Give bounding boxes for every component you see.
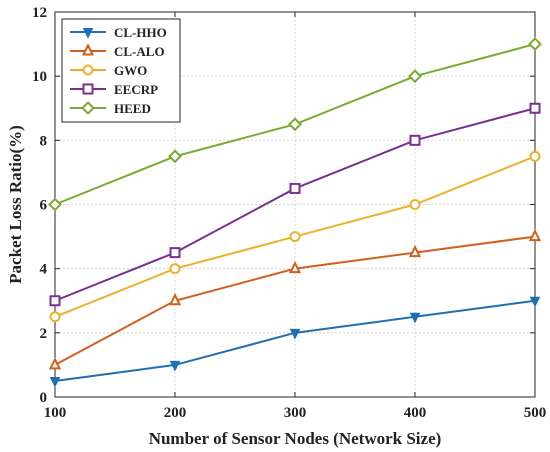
- legend-item-gwo: GWO: [70, 63, 147, 78]
- legend-item-eecrp: EECRP: [70, 82, 158, 97]
- x-axis-label: Number of Sensor Nodes (Network Size): [149, 429, 442, 448]
- legend-marker-heed: [81, 101, 95, 115]
- series-heed: [48, 37, 542, 212]
- series-eecrp: [49, 102, 541, 307]
- series-gwo: [49, 150, 541, 323]
- data-point-gwo: [49, 311, 61, 323]
- legend-marker-eecrp: [82, 83, 94, 95]
- series-cl-alo: [48, 228, 542, 370]
- data-point-cl-hho: [49, 376, 61, 388]
- data-point-cl-hho: [529, 296, 541, 308]
- data-point-heed: [288, 117, 302, 132]
- data-point-cl-alo: [288, 260, 302, 274]
- x-tick-label: 300: [284, 405, 307, 421]
- legend: CL-HHO CL-ALO GWO EECRP HEED: [61, 18, 181, 123]
- data-point-gwo: [289, 231, 301, 243]
- legend-marker-cl-alo: [81, 43, 95, 56]
- data-point-cl-hho: [289, 328, 301, 340]
- data-point-cl-alo: [408, 244, 422, 258]
- data-point-heed: [48, 197, 62, 212]
- data-point-heed: [528, 37, 542, 51]
- data-point-cl-hho: [169, 360, 181, 372]
- legend-item-heed: HEED: [70, 101, 151, 116]
- data-point-eecrp: [49, 295, 61, 307]
- y-tick-label: 8: [40, 133, 48, 149]
- legend-label-cl-alo: CL-ALO: [114, 44, 165, 59]
- data-point-cl-alo: [48, 357, 62, 370]
- y-tick-label: 6: [40, 198, 48, 214]
- data-point-eecrp: [289, 182, 301, 194]
- legend-label-gwo: GWO: [114, 63, 147, 78]
- data-point-gwo: [529, 150, 541, 162]
- data-point-eecrp: [409, 134, 421, 146]
- legend-label-eecrp: EECRP: [114, 82, 158, 97]
- y-tick-label: 10: [32, 69, 47, 85]
- legend-item-cl-alo: CL-ALO: [70, 43, 165, 59]
- legend-label-heed: HEED: [114, 101, 151, 116]
- legend-label-cl-hho: CL-HHO: [114, 25, 167, 40]
- y-tick-label: 4: [40, 262, 48, 278]
- y-tick-label: 0: [40, 390, 48, 406]
- x-tick-label: 200: [164, 405, 187, 421]
- y-tick-label: 2: [40, 326, 48, 342]
- x-tick-label: 400: [404, 405, 427, 421]
- legend-marker-gwo: [82, 64, 94, 76]
- data-point-cl-alo: [168, 293, 182, 306]
- axis-ticks: 100 200 300 400 500 0 2 4 6 8 10 12: [32, 5, 546, 421]
- series-group: [48, 37, 542, 388]
- legend-marker-cl-hho: [82, 28, 94, 39]
- data-point-cl-hho: [409, 312, 421, 324]
- series-cl-hho: [49, 296, 541, 388]
- data-point-heed: [408, 69, 422, 84]
- y-axis-label: Packet Loss Ratio(%): [6, 125, 25, 284]
- data-point-eecrp: [529, 102, 541, 114]
- data-point-gwo: [409, 199, 421, 210]
- x-tick-label: 500: [524, 405, 547, 421]
- y-tick-label: 12: [32, 5, 47, 21]
- data-point-eecrp: [169, 247, 181, 259]
- data-point-cl-alo: [528, 228, 542, 242]
- data-point-gwo: [169, 263, 181, 275]
- legend-item-cl-hho: CL-HHO: [70, 25, 167, 40]
- data-point-heed: [168, 149, 182, 164]
- x-tick-label: 100: [44, 405, 67, 421]
